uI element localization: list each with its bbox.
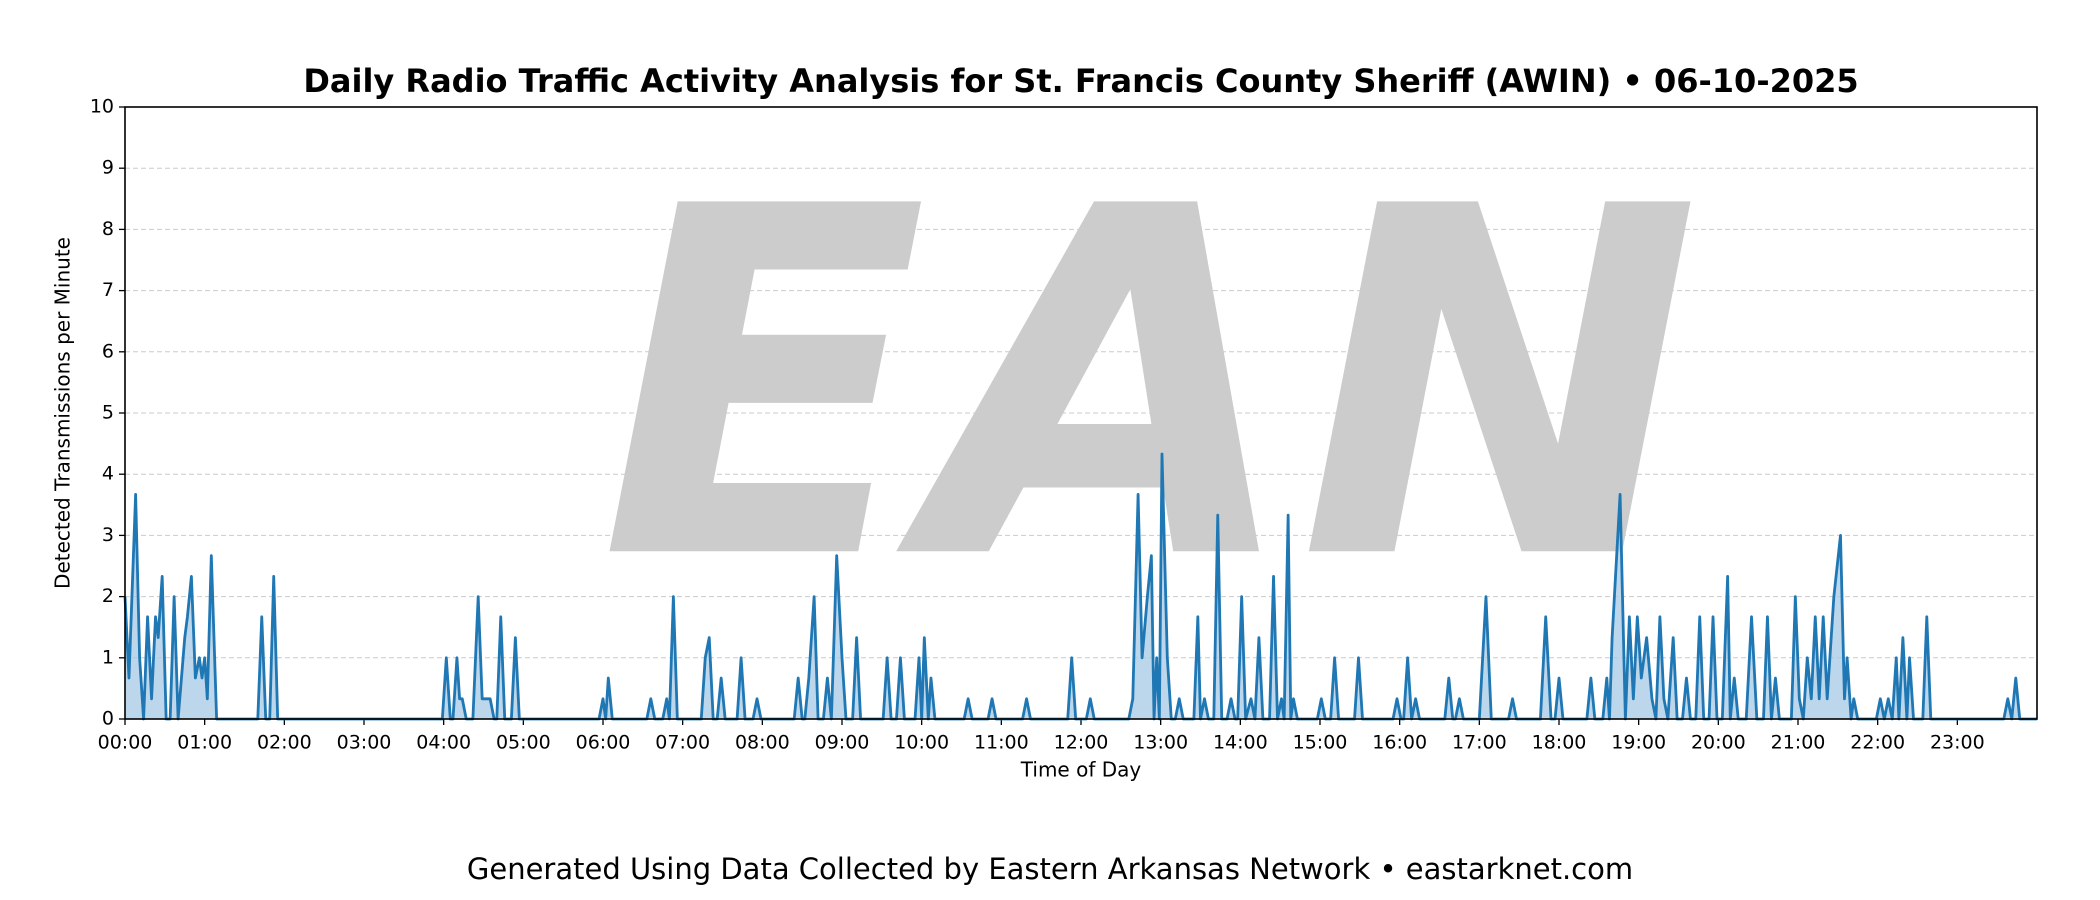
x-tick-label: 01:00: [177, 732, 232, 754]
x-tick-label: 07:00: [655, 732, 710, 754]
plot-frame: [124, 106, 2038, 720]
x-tick-label: 20:00: [1691, 732, 1746, 754]
y-tick-label: 4: [102, 463, 114, 485]
y-tick-label: 9: [102, 157, 114, 179]
y-tick-label: 6: [102, 340, 114, 362]
x-tick-label: 11:00: [974, 732, 1029, 754]
x-tick-label: 06:00: [576, 732, 631, 754]
y-tick-label: 5: [102, 402, 114, 424]
footer: Generated Using Data Collected by Easter…: [467, 852, 1633, 886]
x-tick-label: 13:00: [1133, 732, 1188, 754]
x-tick-label: 04:00: [416, 732, 471, 754]
chart-title: Daily Radio Traffic Activity Analysis fo…: [303, 62, 1858, 100]
x-tick-label: 05:00: [496, 732, 551, 754]
y-axis-label: Detected Transmissions per Minute: [51, 237, 75, 589]
y-tick-label: 10: [90, 96, 114, 118]
y-tick-label: 8: [102, 218, 114, 240]
x-tick-label: 17:00: [1452, 732, 1507, 754]
x-tick-label: 09:00: [815, 732, 870, 754]
x-tick-label: 02:00: [257, 732, 312, 754]
x-tick-label: 23:00: [1930, 732, 1985, 754]
x-tick-label: 08:00: [735, 732, 790, 754]
x-axis-label: Time of Day: [1020, 758, 1142, 782]
x-tick-label: 18:00: [1532, 732, 1587, 754]
x-tick-label: 00:00: [98, 732, 153, 754]
y-tick-label: 2: [102, 585, 114, 607]
y-tick-label: 7: [102, 279, 114, 301]
x-tick-label: 16:00: [1372, 732, 1427, 754]
plot-area: 0 1 2 3 4 5 6 7 8 9 10 00:00 01:00 02:00 03:00 04:00 05:…: [90, 96, 2038, 754]
x-tick-label: 22:00: [1850, 732, 1905, 754]
x-tick-label: 15:00: [1293, 732, 1348, 754]
x-tick-label: 10:00: [894, 732, 949, 754]
y-tick-label: 1: [102, 646, 114, 668]
x-tick-label: 19:00: [1611, 732, 1666, 754]
x-tick-label: 14:00: [1213, 732, 1268, 754]
x-tick-label: 12:00: [1054, 732, 1109, 754]
y-tick-label: 3: [102, 524, 114, 546]
y-tick-label: 0: [102, 708, 114, 730]
x-tick-label: 21:00: [1771, 732, 1826, 754]
x-tick-label: 03:00: [337, 732, 392, 754]
